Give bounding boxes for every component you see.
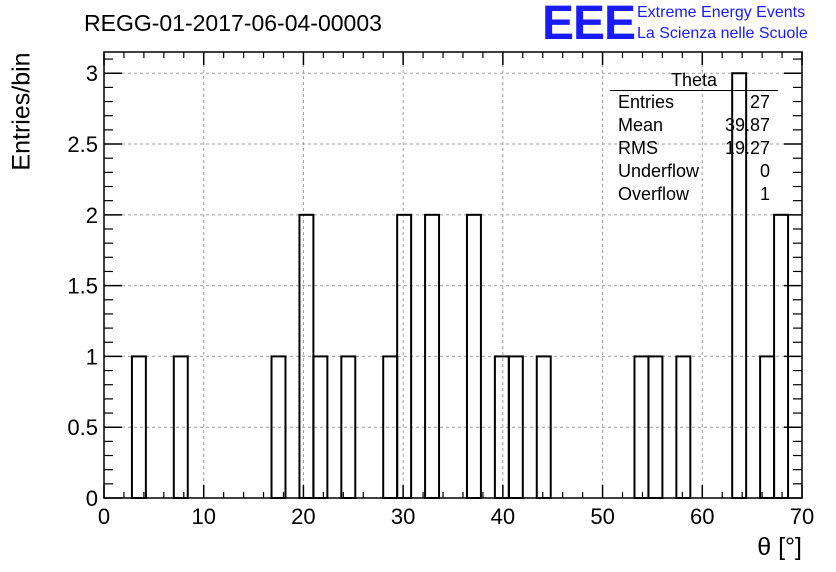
y-tick-label: 3 bbox=[86, 61, 98, 86]
stats-row: RMS 19.27 bbox=[610, 137, 778, 160]
x-tick-label: 20 bbox=[291, 504, 315, 529]
stats-label: RMS bbox=[618, 138, 658, 158]
stats-title: Theta bbox=[610, 70, 778, 91]
y-tick-label: 0 bbox=[86, 486, 98, 511]
logo-line-1: Extreme Energy Events bbox=[637, 4, 806, 21]
stats-value: 27 bbox=[749, 92, 770, 112]
y-tick-label: 1 bbox=[86, 344, 98, 369]
stats-row: Underflow 0 bbox=[610, 160, 778, 183]
logo-line-2: La Scienza nelle Scuole bbox=[637, 25, 808, 42]
chart-title: REGG-01-2017-06-04-00003 bbox=[84, 10, 382, 36]
y-tick-label: 2 bbox=[86, 203, 98, 228]
x-axis-label: θ [°] bbox=[757, 533, 802, 561]
y-tick-label: 2.5 bbox=[67, 132, 98, 157]
x-tick-label: 0 bbox=[98, 504, 110, 529]
x-tick-label: 60 bbox=[690, 504, 714, 529]
histogram-bar bbox=[382, 355, 399, 499]
stats-value: 0 bbox=[759, 161, 770, 181]
histogram-bar bbox=[340, 355, 357, 499]
x-tick-label: 50 bbox=[590, 504, 614, 529]
stats-value: 1 bbox=[759, 184, 770, 204]
eee-logo: EEE bbox=[542, 0, 636, 50]
stats-value: 39.87 bbox=[724, 115, 770, 135]
x-tick-label: 70 bbox=[790, 504, 814, 529]
stats-label: Overflow bbox=[618, 184, 690, 204]
stats-row: Mean 39.87 bbox=[610, 114, 778, 137]
stats-label: Entries bbox=[618, 92, 675, 112]
y-tick-label: 1.5 bbox=[67, 274, 98, 299]
stats-row: Overflow 1 bbox=[610, 183, 778, 206]
x-tick-label: 30 bbox=[391, 504, 415, 529]
stats-value: 19.27 bbox=[724, 138, 770, 158]
plot-frame bbox=[103, 51, 803, 499]
y-axis-label: Entries/bin bbox=[7, 52, 36, 171]
stats-row: Entries 27 bbox=[610, 91, 778, 114]
stats-label: Underflow bbox=[618, 161, 700, 181]
histogram-bar bbox=[298, 213, 315, 499]
x-tick-label: 40 bbox=[491, 504, 515, 529]
stats-box: Theta Entries 27 Mean 39.87 RMS 19.27 Under… bbox=[610, 70, 778, 206]
x-tick-label: 10 bbox=[191, 504, 215, 529]
y-tick-label: 0.5 bbox=[67, 415, 98, 440]
histogram-bar bbox=[172, 355, 189, 499]
stats-label: Mean bbox=[618, 115, 664, 135]
